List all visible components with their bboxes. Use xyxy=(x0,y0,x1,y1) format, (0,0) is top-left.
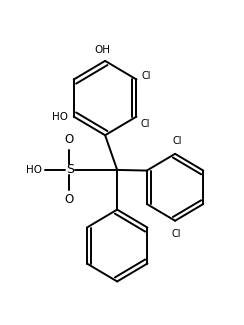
Text: O: O xyxy=(64,133,73,146)
Text: Cl: Cl xyxy=(141,71,151,81)
Text: Cl: Cl xyxy=(173,136,182,146)
Text: HO: HO xyxy=(52,112,68,122)
Text: O: O xyxy=(64,193,73,206)
Text: Cl: Cl xyxy=(140,119,150,129)
Text: HO: HO xyxy=(26,165,42,175)
Text: Cl: Cl xyxy=(172,229,181,240)
Text: S: S xyxy=(66,163,74,176)
Text: OH: OH xyxy=(95,45,111,55)
